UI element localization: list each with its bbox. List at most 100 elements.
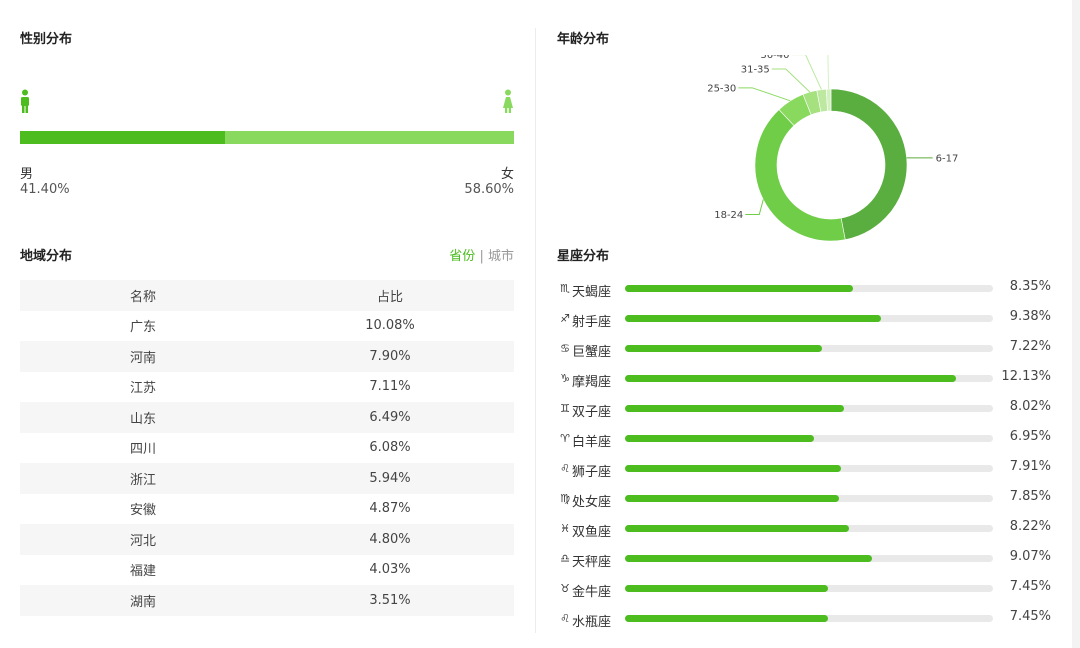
region-share: 6.08% xyxy=(369,440,411,456)
region-name: 山东 xyxy=(129,411,156,427)
zodiac-bar xyxy=(625,345,822,352)
zodiac-bar xyxy=(625,405,844,412)
zodiac-sign-icon: ♍ xyxy=(560,492,570,505)
male-label: 男 xyxy=(20,167,34,182)
age-slice-18-24[interactable] xyxy=(754,109,846,242)
zodiac-bar-track xyxy=(625,585,993,592)
age-leader-line xyxy=(771,68,811,93)
zodiac-bar xyxy=(625,555,873,562)
age-label: 25-30 xyxy=(707,83,736,94)
region-name: 四川 xyxy=(129,442,156,458)
region-name: 浙江 xyxy=(129,472,156,488)
zodiac-row: ♊ 双子座 8.02% xyxy=(556,393,1056,423)
zodiac-bar-track xyxy=(625,435,993,442)
zodiac-bar xyxy=(625,315,881,322)
zodiac-bar-track xyxy=(625,285,993,292)
age-leader-line xyxy=(745,199,764,216)
zodiac-row: ♉ 金牛座 7.45% xyxy=(556,573,1056,603)
table-row: 河北 4.80% xyxy=(20,524,514,555)
region-share: 6.49% xyxy=(369,409,411,425)
age-label: 18-24 xyxy=(714,210,743,221)
column-divider xyxy=(535,28,536,633)
table-row: 广东 10.08% xyxy=(20,311,514,342)
header-share: 占比 xyxy=(376,289,403,305)
female-icon xyxy=(503,89,513,113)
region-share: 7.11% xyxy=(369,379,411,395)
zodiac-title: 星座分布 xyxy=(557,249,610,264)
zodiac-value: 9.07% xyxy=(1009,549,1051,564)
zodiac-bar xyxy=(625,585,829,592)
zodiac-name: 水瓶座 xyxy=(572,615,612,630)
zodiac-sign-icon: ♌ xyxy=(560,612,570,625)
age-title: 年龄分布 xyxy=(557,32,610,47)
zodiac-name: 狮子座 xyxy=(572,465,612,480)
zodiac-sign-icon: ♈ xyxy=(560,432,570,445)
zodiac-sign-icon: ♓ xyxy=(560,522,570,535)
zodiac-sign-icon: ♐ xyxy=(560,312,570,325)
zodiac-bar-track xyxy=(625,375,993,382)
zodiac-row: ♏ 天蝎座 8.35% xyxy=(556,273,1056,303)
zodiac-value: 6.95% xyxy=(1009,429,1051,444)
scrollbar-track[interactable] xyxy=(1072,0,1080,648)
region-table: 名称 占比 广东 10.08% 河南 7.90% 江苏 7.11% 山东 6.49% 四川 6.0… xyxy=(20,280,514,616)
zodiac-bar-track xyxy=(625,315,993,322)
region-table-header: 名称 占比 xyxy=(20,280,514,311)
gender-title: 性别分布 xyxy=(20,32,73,47)
zodiac-name: 摩羯座 xyxy=(572,375,612,390)
age-leader-line xyxy=(791,55,822,90)
zodiac-name: 双子座 xyxy=(572,405,612,420)
zodiac-row: ♈ 白羊座 6.95% xyxy=(556,423,1056,453)
zodiac-bar-track xyxy=(625,525,993,532)
region-name: 广东 xyxy=(129,320,156,336)
province-tab[interactable]: 省份 xyxy=(449,249,476,264)
female-percent: 58.60% xyxy=(464,182,514,197)
zodiac-bar xyxy=(625,375,956,382)
zodiac-bar-track xyxy=(625,555,993,562)
region-share: 3.51% xyxy=(369,592,411,608)
region-share: 7.90% xyxy=(369,348,411,364)
zodiac-bar-track xyxy=(625,615,993,622)
male-share-fill xyxy=(20,131,225,144)
zodiac-bar xyxy=(625,465,841,472)
table-row: 安徽 4.87% xyxy=(20,494,514,525)
zodiac-row: ♑ 摩羯座 12.13% xyxy=(556,363,1056,393)
zodiac-bar-track xyxy=(625,465,993,472)
zodiac-row: ♐ 射手座 9.38% xyxy=(556,303,1056,333)
zodiac-row: ♌ 狮子座 7.91% xyxy=(556,453,1056,483)
zodiac-sign-icon: ♋ xyxy=(560,342,570,355)
region-share: 4.87% xyxy=(369,501,411,517)
toggle-separator: | xyxy=(479,249,484,264)
age-leader-line xyxy=(827,55,830,90)
zodiac-value: 8.02% xyxy=(1009,399,1051,414)
male-icon xyxy=(21,89,29,113)
zodiac-row: ♎ 天秤座 9.07% xyxy=(556,543,1056,573)
region-share: 10.08% xyxy=(365,318,415,334)
male-percent: 41.40% xyxy=(20,182,70,197)
zodiac-value: 7.45% xyxy=(1009,609,1051,624)
zodiac-name: 天蝎座 xyxy=(572,285,612,300)
age-slice-41+[interactable] xyxy=(825,88,832,112)
table-row: 江苏 7.11% xyxy=(20,372,514,403)
zodiac-name: 天秤座 xyxy=(572,555,612,570)
table-row: 湖南 3.51% xyxy=(20,585,514,616)
zodiac-sign-icon: ♎ xyxy=(560,552,570,565)
zodiac-bar xyxy=(625,525,850,532)
zodiac-name: 双鱼座 xyxy=(572,525,612,540)
zodiac-bar xyxy=(625,285,853,292)
age-slice-6-17[interactable] xyxy=(830,88,908,241)
table-row: 福建 4.03% xyxy=(20,555,514,586)
age-label: 31-35 xyxy=(741,65,770,76)
zodiac-name: 射手座 xyxy=(572,315,612,330)
table-row: 四川 6.08% xyxy=(20,433,514,464)
region-share: 5.94% xyxy=(369,470,411,486)
female-label: 女 xyxy=(500,167,514,182)
zodiac-bar xyxy=(625,495,839,502)
region-name: 河南 xyxy=(129,350,156,366)
zodiac-sign-icon: ♉ xyxy=(560,582,570,595)
region-share: 4.80% xyxy=(369,531,411,547)
gender-ratio-bar xyxy=(20,131,514,144)
zodiac-row: ♋ 巨蟹座 7.22% xyxy=(556,333,1056,363)
city-tab[interactable]: 城市 xyxy=(487,249,514,264)
zodiac-row: ♌ 水瓶座 7.45% xyxy=(556,603,1056,633)
